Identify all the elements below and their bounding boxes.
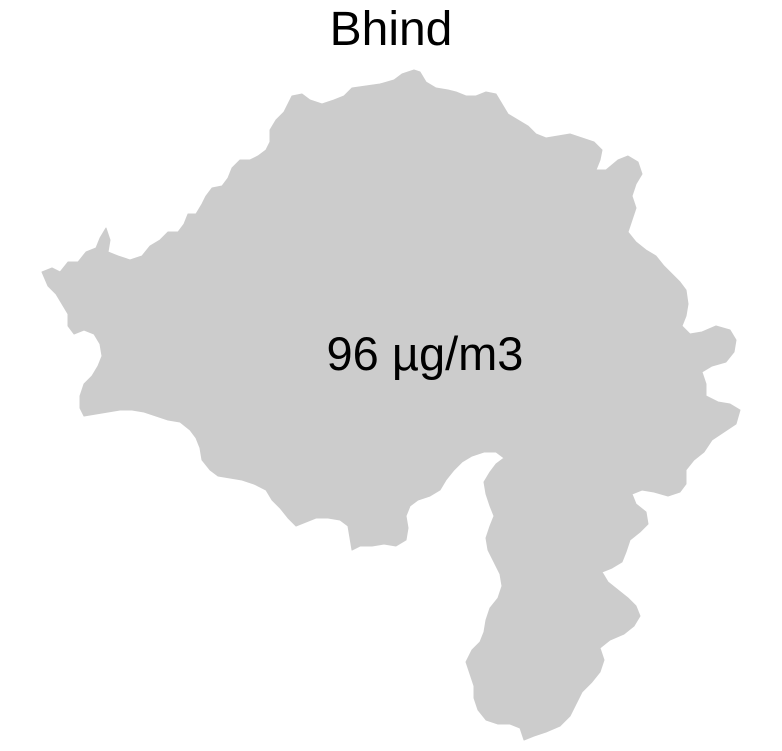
district-shape-bhind	[41, 69, 741, 741]
map-title: Bhind	[329, 3, 453, 56]
region-value-label: 96 µg/m3	[326, 327, 524, 380]
